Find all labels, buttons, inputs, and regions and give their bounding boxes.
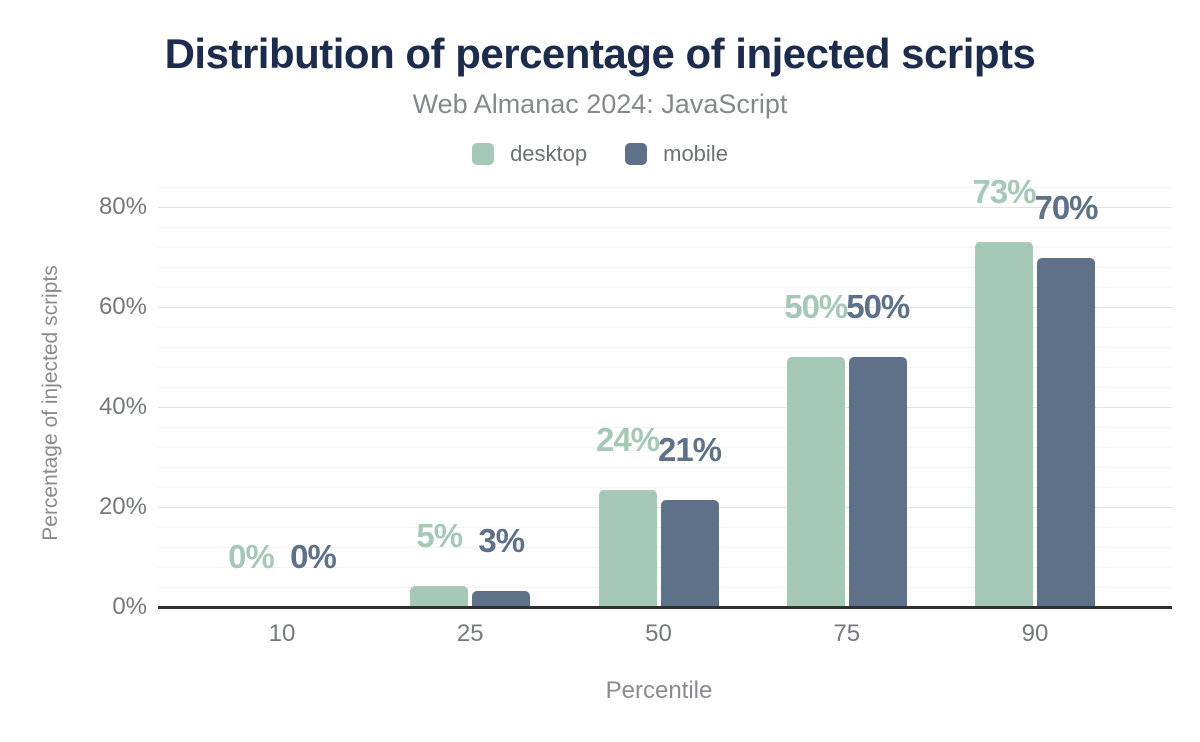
x-tick-label: 50: [645, 620, 672, 647]
value-label-mobile-p50: 21%: [657, 431, 722, 468]
x-tick-label: 10: [268, 620, 296, 647]
gridline-major: [158, 407, 1172, 408]
value-label-mobile-p75: 50%: [846, 288, 910, 325]
gridline-minor: [158, 267, 1172, 268]
legend-swatch-desktop: [472, 143, 495, 165]
gridline-minor: [158, 487, 1172, 488]
gridline-minor: [158, 347, 1172, 348]
value-label-desktop-p75: 50%: [784, 288, 848, 325]
value-label-mobile-p90: 70%: [1034, 189, 1098, 226]
gridline-minor: [158, 427, 1172, 428]
gridline-minor: [158, 187, 1172, 188]
legend-label-mobile: mobile: [663, 141, 728, 166]
legend: desktop mobile: [0, 141, 1200, 167]
bar-mobile-p25: [472, 591, 531, 607]
bar-desktop-p25: [410, 586, 469, 607]
x-tick-label: 25: [456, 620, 484, 647]
x-tick-label: 90: [1021, 620, 1049, 647]
gridline-minor: [158, 467, 1172, 468]
gridline-minor: [158, 287, 1172, 288]
value-label-desktop-p25: 5%: [416, 517, 463, 554]
x-axis-line: [158, 606, 1172, 609]
gridline-minor: [158, 247, 1172, 248]
value-label-desktop-p50: 24%: [595, 421, 660, 458]
gridline-major: [158, 207, 1172, 208]
legend-item-mobile: mobile: [625, 141, 728, 167]
x-tick-label: 75: [833, 620, 861, 647]
x-axis-title: Percentile: [605, 677, 713, 704]
gridline-minor: [158, 327, 1172, 328]
legend-swatch-mobile: [625, 143, 648, 165]
bar-mobile-p50: [660, 500, 719, 607]
y-tick-label: 60%: [98, 293, 147, 320]
gridline-major: [158, 307, 1172, 308]
bar-desktop-p50: [598, 490, 657, 607]
y-tick-label: 0%: [112, 593, 147, 620]
bar-desktop-p90: [975, 242, 1033, 607]
chart-title: Distribution of percentage of injected s…: [164, 30, 1036, 77]
bar-desktop-p75: [786, 357, 845, 607]
gridline-minor: [158, 367, 1172, 368]
gridline-minor: [158, 387, 1172, 388]
y-tick-label: 20%: [98, 493, 147, 520]
bar-mobile-p90: [1037, 258, 1095, 607]
gridline-minor: [158, 447, 1172, 448]
y-tick-label: 40%: [98, 393, 147, 420]
legend-item-desktop: desktop: [472, 141, 587, 167]
value-label-desktop-p90: 73%: [972, 173, 1036, 210]
value-label-mobile-p25: 3%: [478, 522, 525, 559]
y-tick-label: 80%: [98, 193, 147, 220]
value-label-mobile-p10: 0%: [290, 538, 337, 575]
legend-label-desktop: desktop: [510, 141, 588, 166]
chart-subtitle: Web Almanac 2024: JavaScript: [412, 89, 788, 119]
gridline-minor: [158, 227, 1172, 228]
bar-mobile-p75: [848, 357, 907, 607]
value-label-desktop-p10: 0%: [228, 538, 275, 575]
